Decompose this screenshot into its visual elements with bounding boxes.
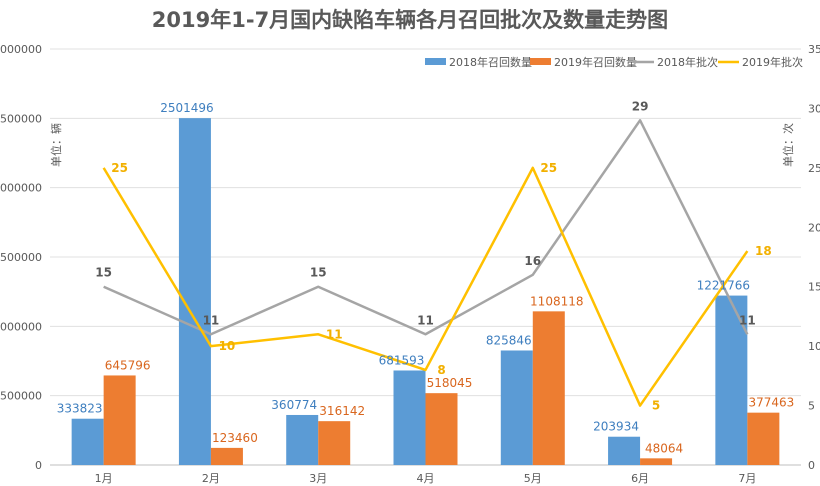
bar-2018-qty [71,418,104,465]
y-right-tick-label: 35 [808,43,820,56]
line-data-label: 11 [326,327,343,341]
y-left-tick-label: 2000000 [0,182,42,195]
bar-2018-qty [393,370,426,465]
y-right-tick-label: 10 [808,340,820,353]
legend-label: 2018年批次 [657,55,718,69]
line-data-label: 11 [739,313,756,327]
line-2018-batches [103,119,749,336]
bar-2019-qty [532,311,565,465]
line-data-label: 15 [95,266,112,280]
bar-2018-qty [286,414,319,465]
bar-data-label: 360774 [271,398,317,412]
y-right-tick-label: 25 [808,162,820,175]
y-right-tick-label: 0 [808,459,815,472]
x-tick-label: 6月 [631,472,649,485]
y-axis-left-label: 单位：辆 [49,123,63,167]
line-data-label: 25 [111,161,128,175]
line-data-label: 10 [219,339,236,353]
y-left-tick-label: 3000000 [0,43,42,56]
x-tick-label: 2月 [202,472,220,485]
legend-label: 2018年召回数量 [449,55,532,69]
x-tick-label: 5月 [524,472,542,485]
y-left-tick-label: 1500000 [0,251,42,264]
bar-2019-qty [210,447,243,465]
bar-data-label: 518045 [427,376,473,390]
line-data-label: 11 [203,313,220,327]
bar-data-label: 645796 [105,358,151,372]
bar-data-label: 123460 [212,431,258,445]
y-right-tick-label: 15 [808,281,820,294]
bar-data-label: 825846 [486,333,532,347]
bar-data-label: 2501496 [160,101,213,115]
x-tick-label: 4月 [417,472,435,485]
bar-2019-qty [103,375,136,465]
x-tick-label: 3月 [309,472,327,485]
y-left-tick-label: 1000000 [0,320,42,333]
line-data-label: 5 [652,399,660,413]
bar-data-label: 377463 [748,396,794,410]
legend-label: 2019年召回数量 [554,55,637,69]
y-axis-right-label: 单位：次 [781,123,795,167]
legend-label: 2019年批次 [742,55,803,69]
y-right-tick-label: 20 [808,221,820,234]
bar-data-label: 203934 [593,420,639,434]
y-left-tick-label: 0 [35,459,42,472]
bar-data-label: 316142 [319,404,365,418]
bar-data-label: 1108118 [530,294,583,308]
bar-2019-qty [318,421,351,465]
line-data-label: 11 [417,313,434,327]
line-data-label: 18 [755,244,772,258]
line-data-label: 29 [632,99,649,113]
bar-2019-qty [425,393,458,465]
line-data-label: 8 [437,363,445,377]
bar-2018-qty [178,118,211,465]
bar-data-label: 48064 [645,441,683,455]
bar-2018-qty [500,350,533,465]
bar-data-label: 333823 [57,402,103,416]
line-2019-batches [102,166,749,407]
legend-swatch [530,58,551,65]
bar-data-label: 1221766 [697,279,750,293]
y-left-tick-label: 500000 [0,390,42,403]
line-data-label: 25 [540,161,557,175]
bar-2019-qty [640,458,673,465]
bar-2018-qty [608,436,641,465]
x-tick-label: 1月 [95,472,113,485]
x-tick-label: 7月 [738,472,756,485]
bar-2019-qty [747,412,780,465]
line-data-label: 16 [524,254,541,268]
y-right-tick-label: 30 [808,102,820,115]
legend-swatch [425,58,446,65]
line-data-label: 15 [310,266,327,280]
chart-title: 2019年1-7月国内缺陷车辆各月召回批次及数量走势图 [152,8,668,32]
y-right-tick-label: 5 [808,400,815,413]
bar-data-label: 681593 [379,353,425,367]
y-left-tick-label: 2500000 [0,112,42,125]
